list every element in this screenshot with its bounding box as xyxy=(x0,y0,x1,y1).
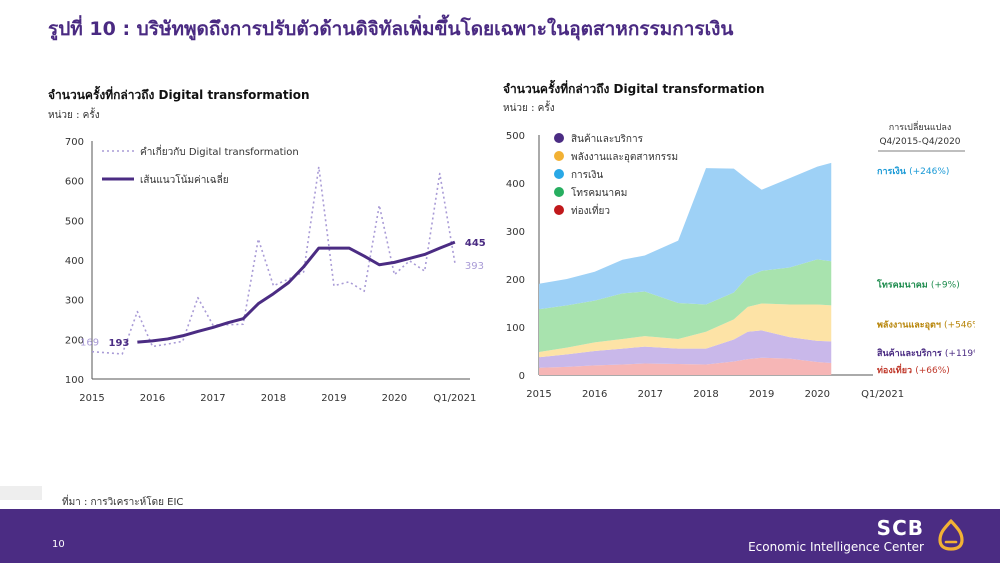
brand-name: SCB xyxy=(876,516,924,540)
legend-dot xyxy=(554,169,564,179)
y-tick-label: 700 xyxy=(65,137,84,148)
decorative-tab xyxy=(0,486,42,500)
left-line-chart: 100 200 300 400 500 600 700 2015 2016 2017 2018 201… xyxy=(65,137,486,404)
change-header-line2: Q4/2015-Q4/2020 xyxy=(879,137,960,147)
x-tick-label: 2019 xyxy=(749,389,774,400)
legend-label: สินค้าและบริการ xyxy=(571,133,644,145)
end-label-name: โทรคมนาคม xyxy=(876,278,931,290)
area-1 xyxy=(539,330,832,368)
brand-subtitle: Economic Intelligence Center xyxy=(748,540,924,554)
x-tick-label: 2017 xyxy=(638,389,663,400)
y-tick-label: 600 xyxy=(65,177,84,188)
page-title: รูปที่ 10 : บริษัทพูดถึงการปรับตัวด้านดิ… xyxy=(48,18,734,40)
x-tick-label: 2018 xyxy=(693,389,718,400)
end-label-change: (+9%) xyxy=(931,280,960,290)
x-tick-label: Q1/2021 xyxy=(433,393,476,404)
x-tick-label: 2020 xyxy=(382,393,407,404)
end-label-change: (+66%) xyxy=(915,366,950,376)
y-tick-label: 0 xyxy=(519,371,525,382)
end-label-change: (+119%) xyxy=(945,349,975,359)
end-label: พลังงานและอุตฯ (+546%) xyxy=(877,319,975,330)
end-label-name: ท่องเที่ยว xyxy=(877,363,915,376)
series-line-1 xyxy=(137,240,456,344)
y-tick-label: 200 xyxy=(506,275,525,286)
end-label: ท่องเที่ยว (+66%) xyxy=(877,363,950,376)
footer-bar: 10 SCB Economic Intelligence Center xyxy=(0,509,1000,563)
legend-label: พลังงานและอุตสาหกรรม xyxy=(571,152,678,163)
x-tick-label: 2020 xyxy=(805,389,830,400)
x-tick-label: 2015 xyxy=(526,389,551,400)
page-number: 10 xyxy=(52,539,65,550)
end-label-change: (+546%) xyxy=(944,320,975,330)
x-tick-label: 2019 xyxy=(321,393,346,404)
source-note: ที่มา : การวิเคราะห์โดย EIC xyxy=(62,497,184,508)
legend-label: คำเกี่ยวกับ Digital transformation xyxy=(140,144,299,158)
right-chart-title: จำนวนครั้งที่กล่าวถึง Digital transforma… xyxy=(503,82,765,96)
legend-dot xyxy=(554,151,564,161)
legend-dot xyxy=(554,187,564,197)
data-label-start-raw: 169 xyxy=(80,338,99,349)
legend-label: ท่องเที่ยว xyxy=(571,203,610,217)
area-0 xyxy=(539,357,832,375)
y-tick-label: 100 xyxy=(65,375,84,386)
y-tick-label: 300 xyxy=(65,296,84,307)
end-label: โทรคมนาคม (+9%) xyxy=(876,278,960,290)
y-tick-label: 400 xyxy=(506,179,525,190)
x-tick-label: 2016 xyxy=(582,389,607,400)
brand-block: SCB Economic Intelligence Center xyxy=(748,517,924,555)
y-tick-label: 100 xyxy=(506,323,525,334)
legend-label: โทรคมนาคม xyxy=(571,186,627,199)
end-label: สินค้าและบริการ (+119%) xyxy=(876,348,975,359)
scb-logo-icon xyxy=(938,519,964,551)
legend-label: เส้นแนวโน้มค่าเฉลี่ย xyxy=(140,172,229,186)
left-chart-unit: หน่วย : ครั้ง xyxy=(48,110,100,121)
data-label-start-trend: 193 xyxy=(108,338,129,349)
data-label-end-trend: 445 xyxy=(465,238,486,249)
x-tick-label: 2018 xyxy=(261,393,286,404)
right-chart-unit: หน่วย : ครั้ง xyxy=(503,103,555,114)
y-tick-label: 400 xyxy=(65,256,84,267)
end-label: การเงิน (+246%) xyxy=(877,166,949,177)
x-tick-label: Q1/2021 xyxy=(861,389,904,400)
y-tick-label: 200 xyxy=(65,335,84,346)
y-tick-label: 300 xyxy=(506,227,525,238)
x-tick-label: 2015 xyxy=(79,393,104,404)
area-4 xyxy=(539,162,832,310)
legend-dot xyxy=(554,205,564,215)
right-area-chart: 0 100 200 300 400 500 2015 2016 2017 2018 2019 2020… xyxy=(506,120,975,400)
end-label-name: พลังงานและอุตฯ xyxy=(877,319,944,330)
legend-dot xyxy=(554,133,564,143)
end-label-change: (+246%) xyxy=(909,167,949,177)
legend-label: การเงิน xyxy=(571,170,603,181)
x-tick-label: 2016 xyxy=(140,393,165,404)
area-2 xyxy=(539,303,832,358)
y-tick-label: 500 xyxy=(65,216,84,227)
end-label-name: สินค้าและบริการ xyxy=(876,348,944,359)
change-header-line1: การเปลี่ยนแปลง xyxy=(889,120,952,133)
x-tick-label: 2017 xyxy=(200,393,225,404)
data-label-end-raw: 393 xyxy=(465,261,484,272)
end-label-name: การเงิน xyxy=(877,166,909,177)
y-tick-label: 500 xyxy=(506,131,525,142)
area-3 xyxy=(539,259,832,352)
left-chart-title: จำนวนครั้งที่กล่าวถึง Digital transforma… xyxy=(48,88,310,102)
